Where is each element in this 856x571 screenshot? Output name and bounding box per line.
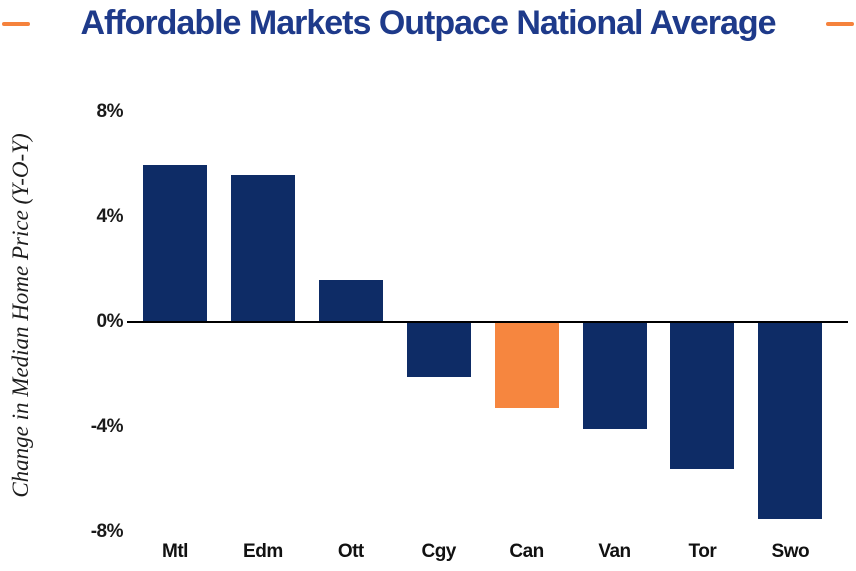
x-tick-label-edm: Edm	[243, 541, 283, 562]
x-tick-label-swo: Swo	[771, 541, 810, 562]
bar-cgy	[406, 322, 471, 378]
x-tick-label-can: Can	[509, 541, 544, 562]
x-tick-label-cgy: Cgy	[421, 541, 456, 562]
x-tick-label-ott: Ott	[337, 541, 364, 562]
bar-tor	[670, 322, 735, 469]
bar-edm	[230, 175, 295, 322]
y-axis-title: Change in Median Home Price (Y-O-Y)	[8, 133, 33, 498]
bar-can	[494, 322, 559, 409]
y-tick-label: -8%	[90, 520, 124, 542]
y-tick-label: 4%	[96, 206, 124, 228]
x-axis-line	[127, 321, 848, 323]
title-row: Affordable Markets Outpace National Aver…	[0, 4, 856, 43]
title-accent-dash-right-icon	[826, 21, 854, 26]
bar-mtl	[143, 164, 207, 322]
bar-van	[582, 322, 647, 430]
bar-swo	[758, 322, 823, 519]
y-tick-label: 8%	[96, 101, 124, 123]
x-tick-label-mtl: Mtl	[162, 541, 188, 562]
x-tick-label-tor: Tor	[688, 541, 717, 562]
chart-title: Affordable Markets Outpace National Aver…	[80, 4, 776, 42]
y-tick-label: 0%	[96, 311, 124, 332]
x-tick-label-van: Van	[598, 541, 631, 562]
title-accent-dash-left-icon	[2, 21, 30, 26]
y-tick-label: -4%	[90, 415, 124, 437]
bar-ott	[318, 280, 383, 322]
